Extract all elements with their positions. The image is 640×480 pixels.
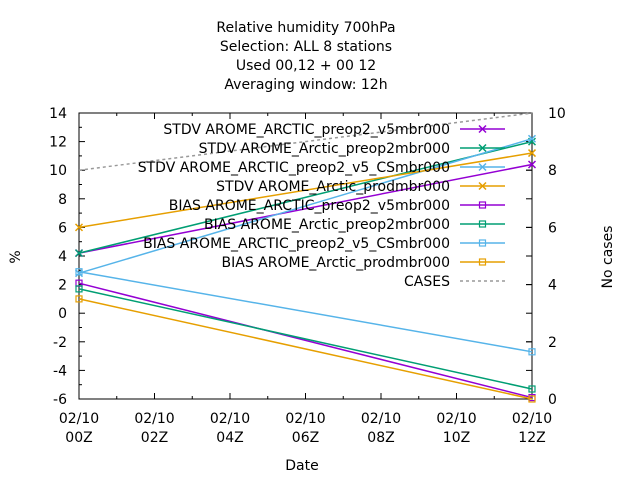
x-tick-label-date: 02/10 (210, 411, 250, 427)
x-axis-label: Date (285, 458, 318, 474)
legend-label: BIAS AROME_ARCTIC_preop2_v5mbr000 (169, 198, 450, 214)
legend-label: STDV AROME_ARCTIC_preop2_v5mbr000 (163, 122, 450, 138)
y-axis-ticks: -6 -4 -2 0 2 4 6 8 10 12 14 (49, 106, 532, 408)
point-marker-square (478, 239, 487, 247)
y-tick-label: 6 (58, 220, 67, 236)
point-marker-square (75, 268, 83, 276)
series-3 (74, 149, 537, 232)
series-line (78, 163, 533, 254)
series-line (78, 112, 533, 171)
legend-label: STDV AROME_Arctic_prodmbr000 (216, 179, 450, 195)
x-tick-label-hour: 10Z (443, 430, 470, 446)
point-marker-x (527, 134, 537, 143)
series-2 (74, 134, 537, 278)
legend-label: CASES (404, 274, 450, 290)
point-marker-square (478, 201, 487, 209)
point-marker-x (74, 249, 84, 258)
legend-label: BIAS AROME_ARCTIC_preop2_v5_CSmbr000 (143, 236, 450, 252)
point-marker-square (528, 385, 536, 393)
point-marker-square (478, 220, 487, 228)
point-marker-x (478, 143, 487, 153)
series-6 (75, 268, 536, 356)
y-tick-label: -4 (53, 363, 67, 379)
point-marker-x (527, 149, 537, 158)
series-lines (74, 112, 537, 403)
series-line (78, 282, 533, 399)
x-tick-label-date: 02/10 (512, 411, 552, 427)
legend-label: BIAS AROME_Arctic_prodmbr000 (222, 255, 450, 271)
x-tick-label-hour: 04Z (216, 430, 243, 446)
legend-label: STDV AROME_Arctic_preop2mbr000 (199, 141, 450, 157)
x-tick-label-date: 02/10 (361, 411, 401, 427)
y2-tick-label: 2 (548, 335, 557, 351)
y2-tick-label: 10 (548, 106, 566, 122)
y-tick-label: 4 (58, 249, 67, 265)
x-tick-label-hour: 02Z (141, 430, 168, 446)
point-marker-x (478, 162, 487, 172)
y-tick-label: 14 (49, 106, 67, 122)
y-tick-label: 8 (58, 192, 67, 208)
legend-label: STDV AROME_ARCTIC_preop2_v5_CSmbr000 (138, 160, 450, 176)
y-tick-label: 0 (58, 306, 67, 322)
title-line: Averaging window: 12h (224, 77, 387, 93)
legend-label: BIAS AROME_Arctic_preop2mbr000 (204, 217, 450, 233)
x-tick-label-date: 02/10 (59, 411, 99, 427)
x-tick-label-hour: 00Z (65, 430, 92, 446)
title-line: Relative humidity 700hPa (216, 20, 395, 36)
x-tick-label-date: 02/10 (436, 411, 476, 427)
x-tick-label-date: 02/10 (285, 411, 325, 427)
chart-title: Relative humidity 700hPa Selection: ALL 8… (216, 20, 395, 93)
point-marker-x (478, 181, 487, 191)
y2-axis-label: No cases (600, 226, 616, 289)
y2-tick-label: 8 (548, 163, 557, 179)
point-marker-square (528, 348, 536, 356)
series-5 (75, 285, 536, 393)
x-tick-label-date: 02/10 (134, 411, 174, 427)
y-tick-label: -2 (53, 335, 67, 351)
y2-tick-label: 0 (548, 392, 557, 408)
series-line (78, 138, 533, 274)
point-marker-square (478, 258, 487, 266)
legend: STDV AROME_ARCTIC_preop2_v5mbr000 STDV AR… (138, 122, 505, 290)
title-line: Selection: ALL 8 stations (220, 39, 392, 55)
series-8 (78, 112, 533, 171)
series-7 (75, 295, 536, 403)
y-tick-label: -6 (53, 392, 67, 408)
point-marker-x (74, 223, 84, 232)
point-marker-square (75, 295, 83, 303)
y2-axis-ticks: 0 2 4 6 8 10 (526, 106, 566, 408)
series-line (78, 298, 533, 400)
point-marker-square (75, 285, 83, 293)
y-tick-label: 10 (49, 163, 67, 179)
point-marker-x (74, 269, 84, 278)
y-tick-label: 2 (58, 278, 67, 294)
title-line: Used 00,12 + 00 12 (236, 58, 376, 74)
point-marker-x (478, 124, 487, 134)
series-line (78, 140, 533, 254)
x-tick-label-hour: 06Z (292, 430, 319, 446)
y-tick-label: 12 (49, 135, 67, 151)
series-line (78, 270, 533, 353)
y2-tick-label: 4 (548, 278, 557, 294)
point-marker-x (527, 160, 537, 169)
series-line (78, 152, 533, 229)
y2-tick-label: 6 (548, 220, 557, 236)
x-tick-label-hour: 08Z (367, 430, 394, 446)
point-marker-square (528, 395, 536, 403)
point-marker-x (527, 137, 537, 146)
y-axis-label: % (8, 250, 24, 263)
x-tick-label-hour: 12Z (518, 430, 545, 446)
x-axis-ticks: 02/10 00Z 02/10 02Z 02/10 04Z 02/10 06Z 02/10 08Z… (59, 113, 552, 446)
series-line (78, 288, 533, 390)
